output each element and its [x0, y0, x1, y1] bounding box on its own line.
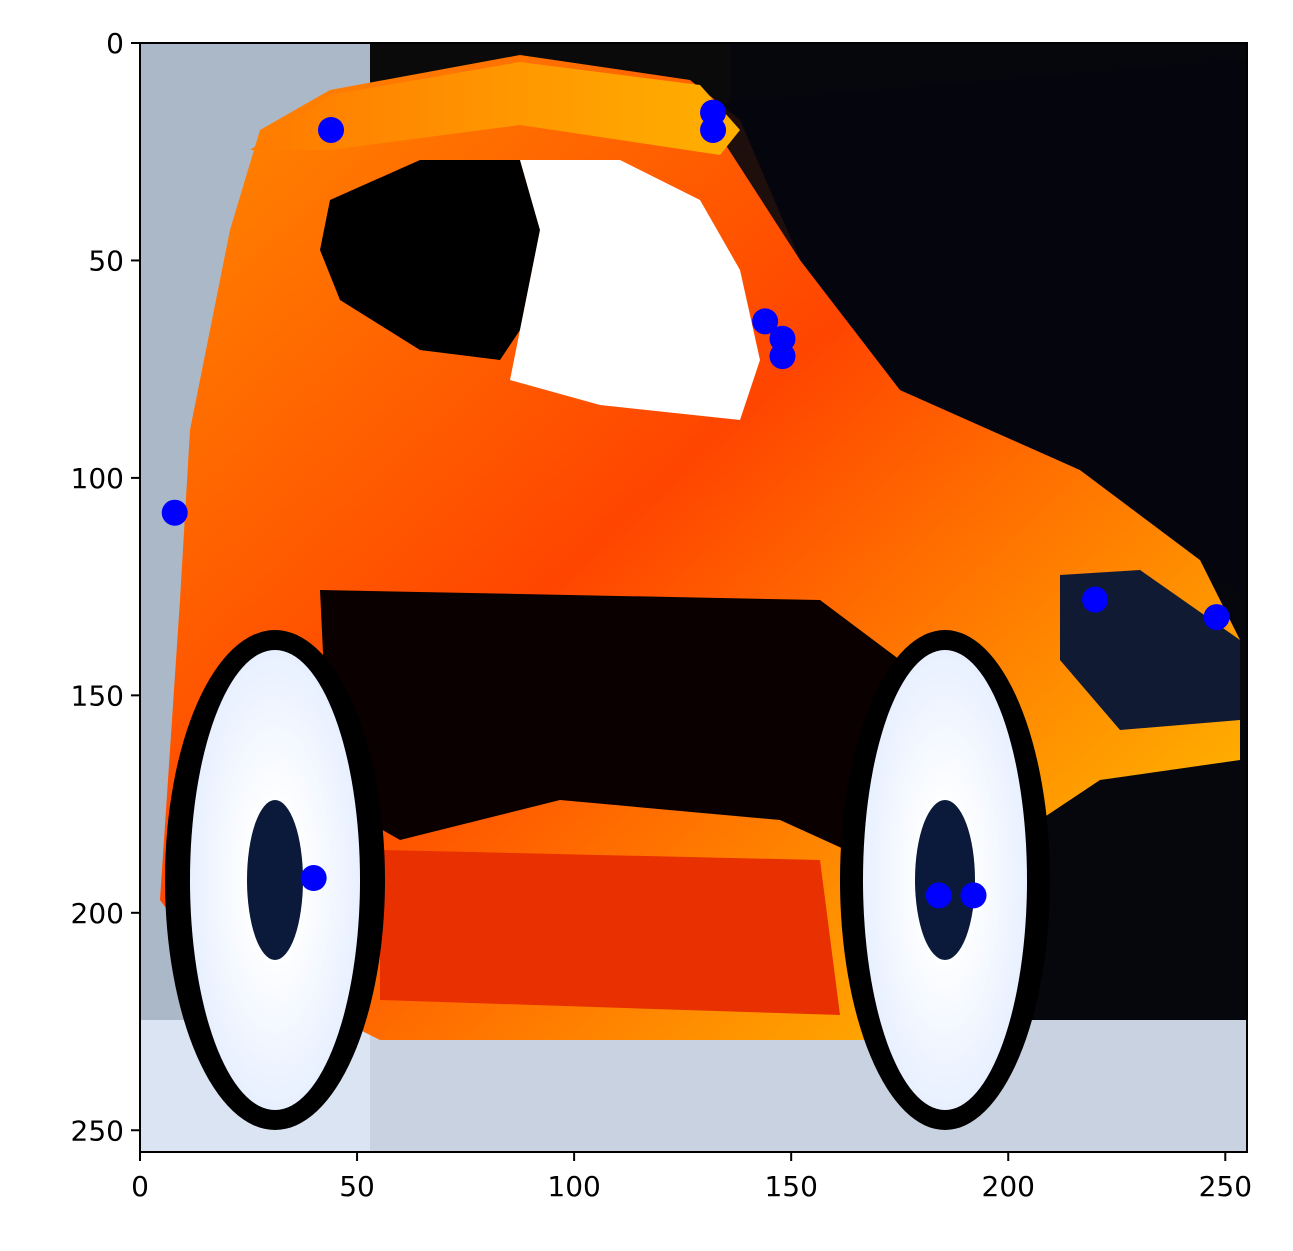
- scatter-point: [769, 343, 796, 370]
- y-tick-label: 50: [88, 244, 124, 277]
- scatter-points: [161, 99, 1230, 909]
- x-tick-label: 100: [547, 1170, 600, 1203]
- scatter-point: [161, 499, 188, 526]
- scatter-point: [1203, 604, 1230, 631]
- y-tick-label: 0: [106, 27, 124, 60]
- x-tick-label: 150: [764, 1170, 817, 1203]
- scatter-point: [925, 882, 952, 909]
- car-image: [140, 43, 1247, 1152]
- y-axis-ticks: 0 50 100 150 200 250: [71, 27, 140, 1147]
- scatter-point: [1082, 586, 1109, 613]
- x-tick-label: 200: [982, 1170, 1035, 1203]
- y-tick-label: 150: [71, 679, 124, 712]
- axes-frame: [139, 42, 1248, 1153]
- scatter-point: [960, 882, 987, 909]
- scatter-point: [700, 116, 727, 143]
- y-tick-label: 200: [71, 897, 124, 930]
- scatter-point: [300, 865, 327, 892]
- y-tick-label: 100: [71, 462, 124, 495]
- x-tick-label: 250: [1199, 1170, 1252, 1203]
- y-tick-label: 250: [71, 1114, 124, 1147]
- x-tick-label: 50: [339, 1170, 375, 1203]
- scatter-point: [752, 308, 779, 335]
- x-axis-ticks: 0 50 100 150 200 250: [131, 1152, 1252, 1203]
- scatter-point: [318, 116, 345, 143]
- x-tick-label: 0: [131, 1170, 149, 1203]
